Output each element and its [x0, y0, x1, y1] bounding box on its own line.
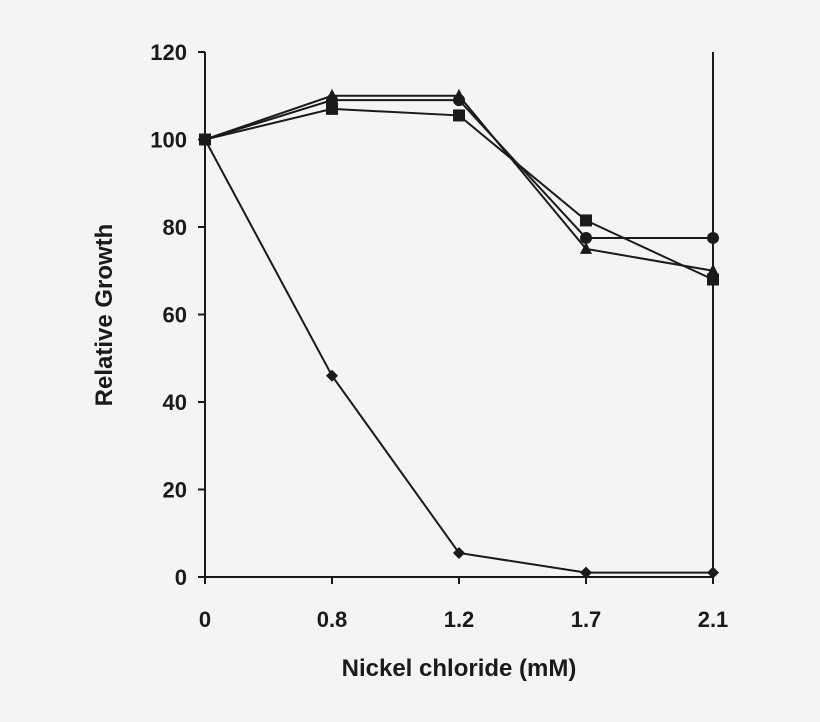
diamond-marker	[707, 566, 719, 579]
x-ticks: 0 0.8 1.2 1.7 2.1	[199, 577, 728, 632]
triangle-marker	[580, 241, 592, 254]
circle-marker	[326, 94, 338, 107]
y-tick-label: 80	[163, 215, 187, 240]
square-marker	[453, 109, 465, 122]
series-line-diamond	[204, 139, 713, 574]
y-tick-label: 40	[163, 390, 187, 415]
triangle-marker	[707, 263, 719, 276]
square-marker	[326, 102, 338, 115]
y-tick-label: 20	[163, 478, 187, 503]
series-circle	[199, 94, 719, 244]
circle-marker	[707, 231, 719, 244]
circle-marker	[453, 94, 465, 107]
y-tick-label: 120	[150, 40, 187, 65]
circle-marker	[580, 231, 592, 244]
y-tick-label: 0	[175, 565, 187, 590]
square-marker	[707, 273, 719, 286]
y-tick-label: 100	[150, 128, 187, 153]
axes	[204, 52, 714, 578]
series-line-square	[204, 107, 714, 281]
x-tick-label: 2.1	[698, 607, 729, 632]
circle-marker	[199, 133, 211, 146]
x-tick-label: 1.2	[444, 607, 475, 632]
diamond-marker	[580, 566, 592, 579]
series-diamond	[199, 133, 719, 579]
x-tick-label: 0.8	[317, 607, 348, 632]
diamond-marker	[326, 369, 338, 382]
x-tick-label: 0	[199, 607, 211, 632]
y-axis-label: Relative Growth	[91, 224, 118, 407]
x-axis-label: Nickel chloride (mM)	[342, 655, 577, 682]
y-ticks: 0 20 40 60 80 100 120	[150, 40, 205, 590]
y-tick-label: 60	[163, 303, 187, 328]
series-group	[199, 88, 719, 579]
x-tick-label: 1.7	[571, 607, 602, 632]
square-marker	[580, 214, 592, 227]
diamond-marker	[453, 546, 465, 559]
